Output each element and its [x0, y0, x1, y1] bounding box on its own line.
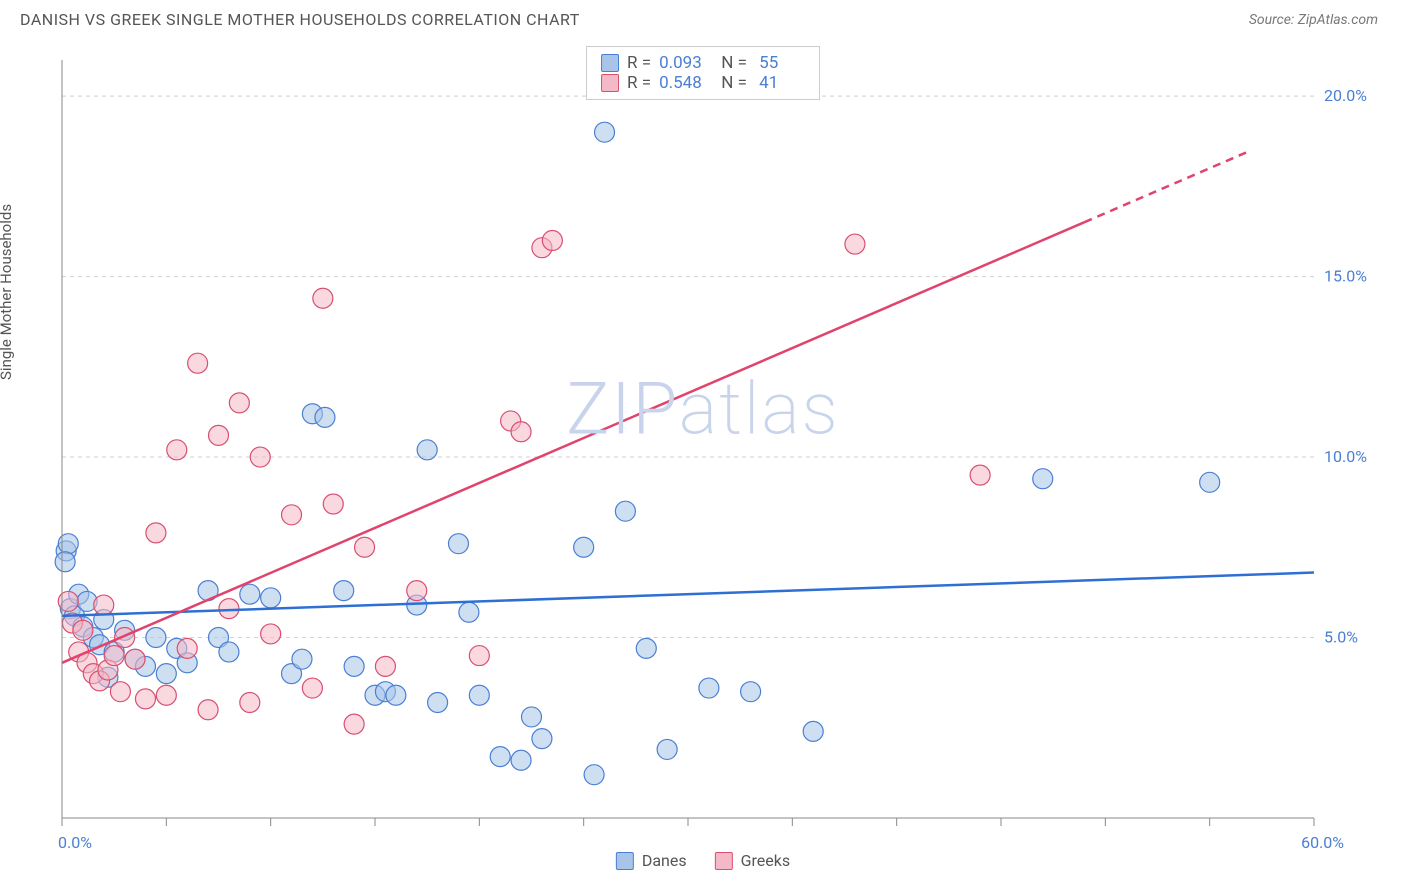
data-point: [344, 714, 364, 734]
x-tick-label: 60.0%: [1301, 833, 1344, 852]
data-point: [407, 581, 427, 601]
y-tick-label: 15.0%: [1324, 267, 1367, 286]
data-point: [302, 678, 322, 698]
data-point: [177, 638, 197, 658]
stat-n-label: N =: [717, 53, 747, 73]
data-point: [240, 584, 260, 604]
data-point: [490, 747, 510, 767]
data-point: [240, 692, 260, 712]
data-point: [315, 407, 335, 427]
data-point: [511, 422, 531, 442]
data-point: [657, 739, 677, 759]
stat-n-label: N =: [717, 73, 747, 93]
data-point: [261, 588, 281, 608]
trend-line-dashed: [1084, 150, 1251, 222]
stat-n-value: 41: [755, 73, 805, 93]
data-point: [615, 501, 635, 521]
data-point: [469, 685, 489, 705]
legend-item: Danes: [616, 851, 687, 870]
data-point: [375, 656, 395, 676]
data-point: [94, 595, 114, 615]
data-point: [845, 234, 865, 254]
series-legend: Danes Greeks: [616, 851, 790, 870]
data-point: [355, 537, 375, 557]
data-point: [73, 620, 93, 640]
data-point: [146, 628, 166, 648]
data-point: [417, 440, 437, 460]
data-point: [250, 447, 270, 467]
data-point: [261, 624, 281, 644]
stat-r-label: R =: [627, 73, 651, 93]
legend-label: Greeks: [741, 851, 791, 870]
data-point: [292, 649, 312, 669]
data-point: [219, 642, 239, 662]
data-point: [542, 230, 562, 250]
y-tick-label: 10.0%: [1324, 447, 1367, 466]
chart-area: Single Mother Households ZIPatlas 5.0%10…: [20, 46, 1386, 872]
data-point: [741, 682, 761, 702]
legend-item: Greeks: [715, 851, 791, 870]
data-point: [1033, 469, 1053, 489]
data-point: [188, 353, 208, 373]
data-point: [125, 649, 145, 669]
stat-r-label: R =: [627, 53, 651, 73]
data-point: [532, 729, 552, 749]
data-point: [344, 656, 364, 676]
data-point: [104, 646, 124, 666]
data-point: [282, 505, 302, 525]
data-point: [167, 440, 187, 460]
y-tick-label: 5.0%: [1324, 628, 1358, 647]
data-point: [323, 494, 343, 514]
data-point: [313, 288, 333, 308]
data-point: [803, 721, 823, 741]
data-point: [636, 638, 656, 658]
scatter-plot: 5.0% 10.0% 15.0% 20.0% 0.0% 60.0%: [20, 46, 1386, 872]
data-point: [146, 523, 166, 543]
data-point: [595, 122, 615, 142]
stats-row: R = 0.093 N = 55: [601, 53, 805, 73]
legend-swatch: [616, 852, 634, 870]
stat-n-value: 55: [755, 53, 805, 73]
legend-label: Danes: [642, 851, 687, 870]
chart-header: DANISH VS GREEK SINGLE MOTHER HOUSEHOLDS…: [0, 0, 1406, 35]
data-point: [584, 765, 604, 785]
data-point: [1200, 472, 1220, 492]
data-point: [699, 678, 719, 698]
data-point: [209, 425, 229, 445]
y-tick-label: 20.0%: [1324, 86, 1367, 105]
legend-swatch: [715, 852, 733, 870]
stat-r-value: 0.093: [659, 53, 709, 73]
x-tick-label: 0.0%: [58, 833, 92, 852]
stat-r-value: 0.548: [659, 73, 709, 93]
data-point: [58, 534, 78, 554]
series-swatch: [601, 74, 619, 92]
data-point: [386, 685, 406, 705]
correlation-stats-box: R = 0.093 N = 55 R = 0.548 N = 41: [586, 46, 820, 100]
data-point: [229, 393, 249, 413]
data-point: [110, 682, 130, 702]
stats-row: R = 0.548 N = 41: [601, 73, 805, 93]
data-point: [198, 700, 218, 720]
y-axis-label: Single Mother Households: [0, 204, 15, 380]
data-point: [428, 692, 448, 712]
data-point: [574, 537, 594, 557]
data-point: [522, 707, 542, 727]
data-point: [58, 591, 78, 611]
data-point: [156, 685, 176, 705]
data-point: [469, 646, 489, 666]
data-point: [55, 552, 75, 572]
chart-title: DANISH VS GREEK SINGLE MOTHER HOUSEHOLDS…: [20, 10, 580, 29]
data-point: [459, 602, 479, 622]
data-point: [448, 534, 468, 554]
chart-source: Source: ZipAtlas.com: [1249, 12, 1378, 28]
data-point: [156, 664, 176, 684]
data-point: [511, 750, 531, 770]
data-point: [334, 581, 354, 601]
series-swatch: [601, 54, 619, 72]
data-point: [135, 689, 155, 709]
data-point: [970, 465, 990, 485]
